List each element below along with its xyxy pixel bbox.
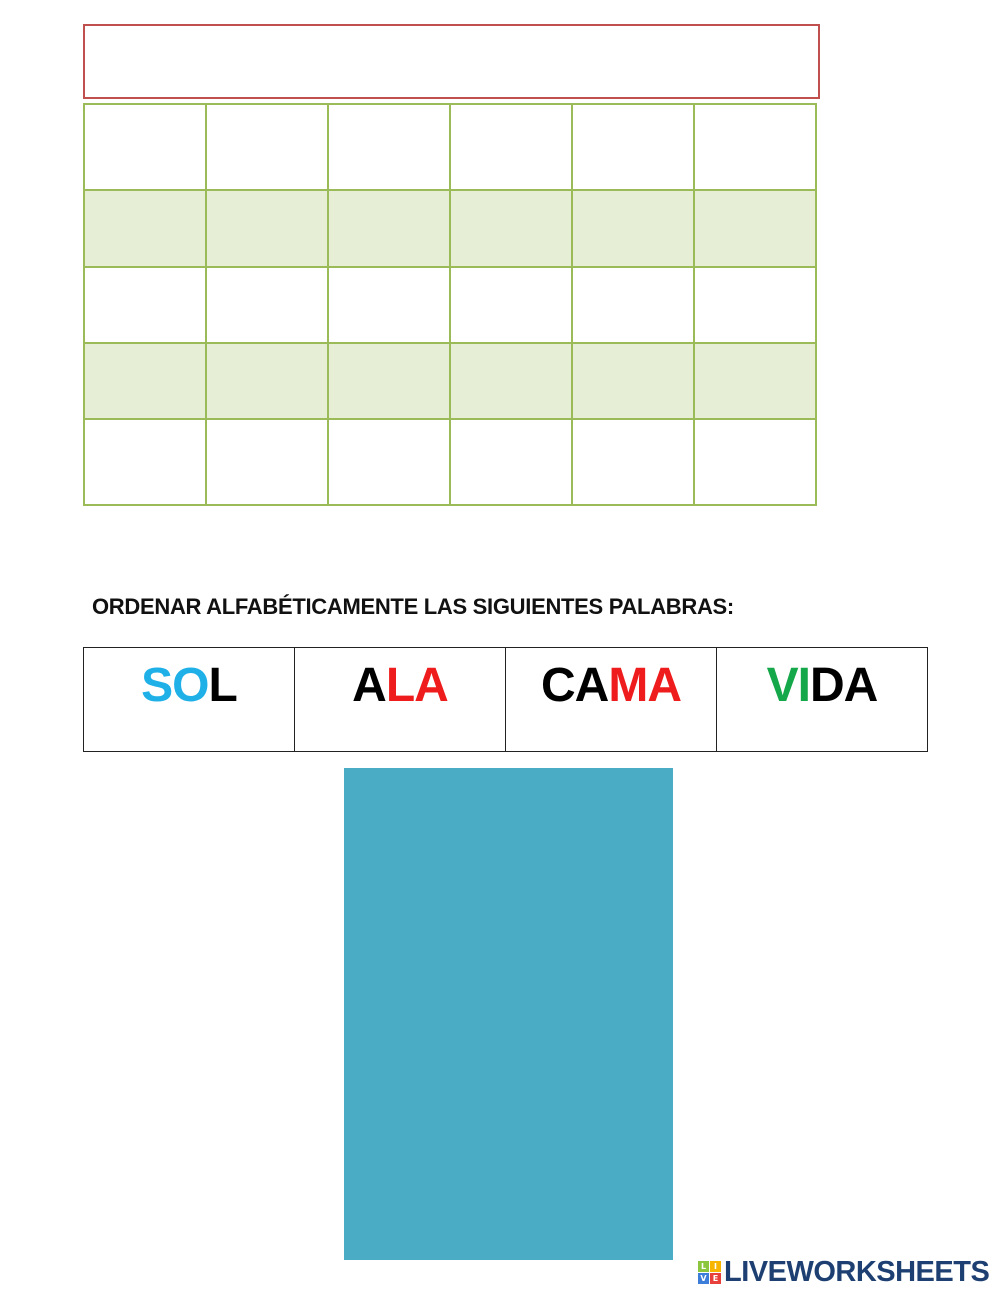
grid-cell[interactable] — [205, 189, 329, 268]
word-cell: ALA — [294, 647, 506, 752]
grid-cell[interactable] — [327, 266, 451, 344]
logo-text: LIVEWORKSHEETS — [724, 1256, 990, 1288]
grid-row — [83, 266, 817, 344]
grid-cell[interactable] — [83, 342, 207, 420]
grid-cell[interactable] — [449, 342, 573, 420]
grid-cell[interactable] — [449, 189, 573, 268]
word-part: SO — [141, 659, 209, 712]
word-part: DA — [810, 659, 878, 712]
grid-cell[interactable] — [205, 418, 329, 506]
words-table: SOL ALA CAMA VIDA — [83, 647, 928, 752]
grid-cell[interactable] — [327, 418, 451, 506]
word-part: VI — [766, 659, 811, 712]
grid-cell[interactable] — [571, 266, 695, 344]
grid-cell[interactable] — [205, 103, 329, 191]
word-part: A — [352, 659, 387, 712]
grid-cell[interactable] — [327, 342, 451, 420]
grid-cell[interactable] — [327, 189, 451, 268]
word: CAMA — [506, 648, 716, 724]
grid-cell[interactable] — [693, 342, 817, 420]
grid-cell[interactable] — [571, 103, 695, 191]
logo-letter: E — [710, 1273, 721, 1284]
grid-cell[interactable] — [205, 266, 329, 344]
word: SOL — [84, 648, 294, 724]
word: VIDA — [717, 648, 927, 724]
logo-letter: I — [710, 1261, 721, 1272]
grid-cell[interactable] — [571, 342, 695, 420]
grid-cell[interactable] — [449, 103, 573, 191]
grid-cell[interactable] — [327, 103, 451, 191]
grid-cell[interactable] — [83, 418, 207, 506]
grid-row — [83, 189, 817, 268]
grid-cell[interactable] — [693, 189, 817, 268]
grid-cell[interactable] — [449, 266, 573, 344]
word-part: CA — [541, 659, 609, 712]
grid-cell[interactable] — [693, 266, 817, 344]
grid-cell[interactable] — [693, 103, 817, 191]
grid-cell[interactable] — [571, 418, 695, 506]
grid-cell[interactable] — [449, 418, 573, 506]
logo-letter: V — [698, 1273, 709, 1284]
grid-row — [83, 418, 817, 506]
grid-cell[interactable] — [83, 103, 207, 191]
word: ALA — [295, 648, 505, 724]
title-box[interactable] — [83, 24, 820, 99]
grid-cell[interactable] — [693, 418, 817, 506]
word-cell: CAMA — [505, 647, 717, 752]
letter-grid — [83, 103, 817, 506]
grid-row — [83, 103, 817, 191]
grid-cell[interactable] — [83, 266, 207, 344]
grid-cell[interactable] — [205, 342, 329, 420]
word-cell: SOL — [83, 647, 295, 752]
instruction-text: ORDENAR ALFABÉTICAMENTE LAS SIGUIENTES P… — [92, 594, 734, 619]
answer-box[interactable] — [344, 768, 673, 1260]
word-cell: VIDA — [716, 647, 928, 752]
word-part: MA — [608, 659, 682, 712]
logo-letter: L — [698, 1261, 709, 1272]
grid-row — [83, 342, 817, 420]
word-part: L — [208, 659, 238, 712]
grid-cell[interactable] — [571, 189, 695, 268]
grid-cell[interactable] — [83, 189, 207, 268]
word-part: LA — [385, 659, 449, 712]
